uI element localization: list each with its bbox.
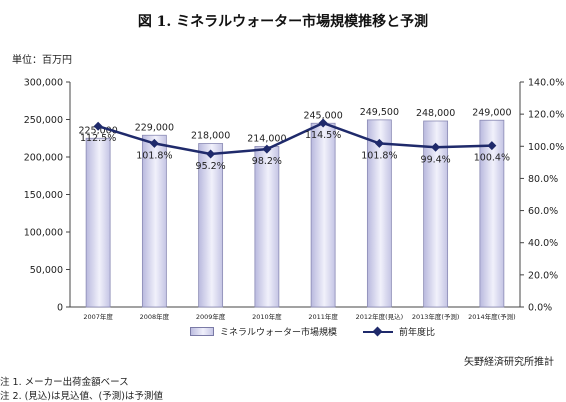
bar — [198, 143, 224, 308]
chart-title: 図 1. ミネラルウォーター市場規模推移と予測 — [137, 14, 429, 30]
y-tick-label-right: 120.0% — [528, 110, 564, 121]
legend: ミネラルウォーター市場規模 前年度比 — [190, 325, 435, 338]
line-point — [93, 121, 103, 131]
bar — [366, 119, 392, 308]
bar — [310, 122, 336, 308]
line-value-label: 112.5% — [80, 133, 116, 144]
line-point — [262, 144, 272, 154]
bar-value-label: 218,000 — [191, 131, 230, 142]
bar — [141, 134, 167, 308]
bar-value-label: 225,000 — [78, 125, 117, 136]
bar-value-label: 248,000 — [416, 108, 455, 119]
line-point — [206, 149, 216, 159]
line-value-label: 100.4% — [474, 153, 510, 164]
line-point — [149, 138, 159, 148]
y-tick-label-left: 200,000 — [24, 153, 63, 164]
bar-value-label: 245,000 — [303, 110, 342, 121]
y-tick-label-right: 60.0% — [528, 206, 558, 217]
source-credit: 矢野経済研究所推計 — [464, 357, 554, 368]
bar — [423, 120, 449, 308]
y-tick-label-left: 50,000 — [30, 265, 63, 276]
y-tick-label-right: 40.0% — [528, 238, 558, 249]
y-tick-label-right: 80.0% — [528, 174, 558, 185]
line-value-label: 95.2% — [196, 161, 226, 172]
line-point — [318, 118, 328, 128]
x-tick-label: 2012年度(見込) — [356, 312, 404, 321]
bar-value-label: 249,500 — [360, 107, 399, 118]
y-tick-label-left: 300,000 — [24, 78, 63, 89]
y-tick-label-right: 100.0% — [528, 142, 564, 153]
line-value-label: 101.8% — [136, 150, 172, 161]
line-value-label: 99.4% — [421, 154, 451, 165]
line-value-label: 98.2% — [252, 156, 282, 167]
bar — [254, 146, 280, 308]
y-tick-label-right: 0.0% — [528, 303, 552, 314]
legend-line-icon — [363, 327, 394, 337]
line-value-label: 114.5% — [305, 130, 341, 141]
bar — [85, 137, 111, 308]
x-tick-label: 2011年度 — [308, 312, 338, 321]
line-point — [374, 138, 384, 148]
note-2: 注 2. (見込)は見込値、(予測)は予測値 — [0, 391, 163, 402]
y-tick-label-left: 150,000 — [24, 190, 63, 201]
bar — [479, 119, 505, 308]
y-tick-label-left: 250,000 — [24, 115, 63, 126]
x-tick-label: 2008年度 — [140, 312, 170, 321]
legend-bar-swatch — [190, 327, 214, 336]
x-tick-label: 2009年度 — [196, 312, 226, 321]
bar-value-label: 214,000 — [247, 134, 286, 145]
y-tick-label-right: 140.0% — [528, 78, 564, 89]
x-tick-label: 2007年度 — [83, 312, 113, 321]
note-1: 注 1. メーカー出荷金額ベース — [0, 377, 129, 388]
legend-line-label: 前年度比 — [399, 328, 436, 338]
y-tick-label-right: 20.0% — [528, 270, 558, 281]
line-point — [487, 141, 497, 151]
line-point — [431, 142, 441, 152]
bar-value-label: 229,000 — [135, 122, 174, 133]
bar-value-label: 249,000 — [472, 107, 511, 118]
x-tick-label: 2010年度 — [252, 312, 282, 321]
x-tick-label: 2013年度(予測) — [412, 312, 460, 321]
legend-bar-label: ミネラルウォーター市場規模 — [220, 328, 338, 338]
unit-label: 単位：百万円 — [12, 55, 72, 66]
line-series — [97, 121, 492, 156]
line-value-label: 101.8% — [361, 150, 397, 161]
x-tick-label: 2014年度(予測) — [468, 312, 516, 321]
y-tick-label-left: 0 — [57, 303, 63, 314]
y-tick-label-left: 100,000 — [24, 228, 63, 239]
